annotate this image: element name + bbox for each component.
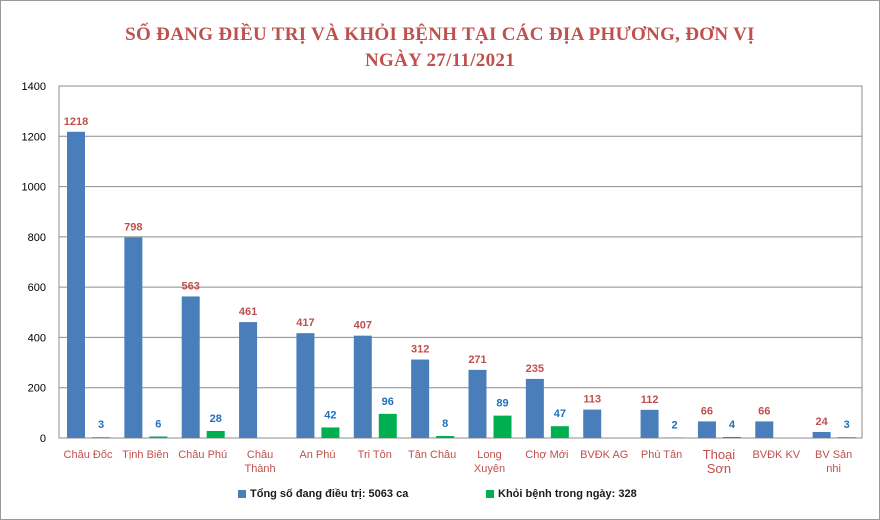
data-label-series1: 461	[239, 306, 257, 318]
y-tick-label: 1000	[22, 182, 46, 194]
data-label-series2: 28	[210, 413, 222, 425]
bar-series2	[149, 436, 168, 438]
x-tick-label: An Phú	[299, 449, 335, 461]
data-label-series1: 66	[701, 405, 713, 417]
x-tick-label: Châu Phú	[178, 449, 227, 461]
x-tick-label: nhi	[826, 463, 841, 475]
bar-series1	[468, 369, 487, 438]
x-tick-label: Thành	[244, 463, 275, 475]
data-label-series1: 407	[354, 320, 372, 332]
data-label-series2: 3	[98, 419, 104, 431]
x-tick-label: Sơn	[707, 461, 731, 476]
data-label-series1: 798	[124, 221, 142, 233]
bar-series1	[640, 409, 659, 438]
x-tick-label: BVĐK AG	[580, 449, 628, 461]
bar-series2	[92, 437, 110, 438]
bar-series1	[181, 296, 200, 438]
bar-series2	[722, 436, 741, 438]
chart-title-line2: NGÀY 27/11/2021	[365, 50, 515, 71]
bar-series1	[239, 322, 258, 438]
data-label-series1: 563	[182, 280, 200, 292]
data-label-series2: 6	[155, 418, 161, 430]
data-label-series1: 66	[758, 405, 770, 417]
bar-series1	[296, 333, 315, 438]
data-label-series1: 271	[468, 354, 486, 366]
legend-series2: Khỏi bệnh trong ngày: 328	[486, 488, 637, 500]
x-tick-label: BV Sản	[815, 449, 852, 461]
bar-series2	[321, 427, 340, 438]
bar-series1	[67, 131, 85, 438]
bar-series1	[583, 409, 602, 438]
data-label-series2: 96	[382, 396, 394, 408]
y-tick-label: 1400	[22, 81, 46, 93]
data-label-series1: 113	[583, 394, 601, 406]
y-tick-label: 0	[40, 433, 46, 445]
bar-series2	[206, 430, 225, 438]
bar-series2	[665, 437, 684, 438]
legend-series1: Tổng số đang điều trị: 5063 ca	[238, 488, 408, 500]
bar-series1	[353, 335, 372, 438]
y-tick-label: 800	[28, 232, 46, 244]
bar-series2	[436, 435, 455, 438]
bar-series2	[493, 415, 512, 438]
bar-series1	[525, 378, 544, 438]
y-tick-label: 1200	[22, 131, 46, 143]
x-tick-label: Xuyên	[474, 463, 505, 475]
data-label-series2: 2	[672, 419, 678, 431]
x-tick-label: Long	[477, 449, 501, 461]
x-tick-label: Thoại	[703, 447, 736, 462]
x-tick-label: Châu Đốc	[64, 449, 113, 461]
data-label-series1: 417	[296, 317, 314, 329]
legend-label-series1: Tổng số đang điều trị: 5063 ca	[250, 488, 409, 500]
y-tick-label: 600	[28, 282, 46, 294]
data-label-series1: 24	[816, 416, 829, 428]
bar-series1	[697, 421, 716, 438]
data-label-series2: 42	[324, 409, 336, 421]
bar-series2	[378, 413, 397, 438]
data-label-series1: 112	[641, 394, 659, 406]
bar-series1	[124, 237, 143, 438]
data-label-series1: 235	[526, 363, 544, 375]
x-tick-label: BVĐK KV	[752, 449, 800, 461]
x-tick-label: Tân Châu	[408, 449, 456, 461]
legend-label-series2: Khỏi bệnh trong ngày: 328	[498, 488, 637, 500]
data-label-series2: 4	[729, 419, 736, 431]
bar-series2	[837, 437, 856, 438]
legend-swatch-series2	[486, 490, 494, 498]
bar-series1	[755, 421, 774, 438]
data-label-series2: 8	[442, 418, 448, 430]
x-tick-label: Tri Tôn	[358, 449, 392, 461]
x-tick-label: Phú Tân	[641, 449, 682, 461]
data-label-series2: 89	[496, 398, 508, 410]
plot-area	[58, 85, 863, 439]
y-tick-label: 200	[28, 383, 46, 395]
bar-series1	[411, 359, 430, 438]
data-label-series2: 47	[554, 408, 566, 420]
x-tick-label: Châu	[247, 449, 273, 461]
data-label-series2: 3	[844, 419, 850, 431]
y-tick-label: 400	[28, 332, 46, 344]
chart-title-line1: SỐ ĐANG ĐIỀU TRỊ VÀ KHỎI BỆNH TẠI CÁC ĐỊ…	[125, 24, 755, 45]
legend-swatch-series1	[238, 490, 246, 498]
bar-series1	[812, 431, 831, 438]
x-tick-label: Chợ Mới	[525, 449, 568, 461]
x-tick-label: Tịnh Biên	[122, 449, 168, 461]
data-label-series1: 312	[411, 344, 429, 356]
data-label-series1: 1218	[64, 116, 88, 128]
bar-series2	[550, 426, 569, 438]
